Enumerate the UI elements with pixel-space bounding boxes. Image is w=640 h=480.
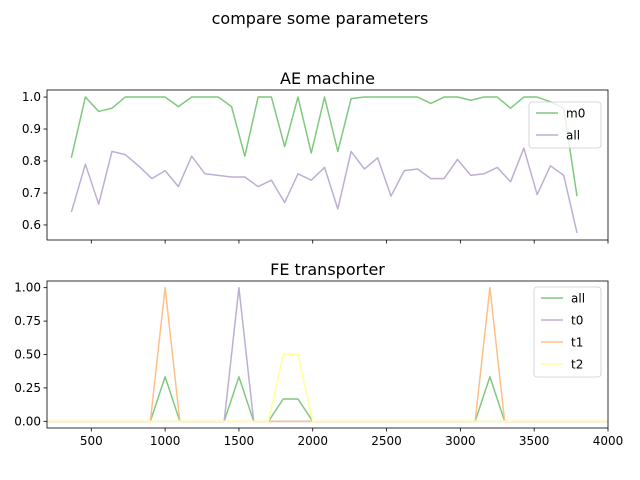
y-tick-label: 0.6 — [22, 218, 41, 232]
series-line-all — [70, 147, 578, 234]
x-tick-label: 1500 — [224, 434, 255, 448]
x-tick-label: 2000 — [297, 434, 328, 448]
y-tick-label: 0.75 — [14, 314, 41, 328]
legend-label-m0: m0 — [566, 107, 585, 121]
axes-title-ae-machine: AE machine — [280, 69, 375, 88]
legend-label-t2: t2 — [571, 358, 583, 372]
panel-ae-machine: AE machine 0.6 0.7 0.8 0.9 1.0 m0 all — [22, 69, 609, 244]
y-tick-label: 0.8 — [22, 154, 41, 168]
legend-label-all: all — [571, 292, 585, 306]
y-tick-label: 0.50 — [14, 348, 41, 362]
legend-fe-transporter: all t0 t1 t2 — [533, 286, 602, 378]
x-tick-label: 4000 — [593, 434, 624, 448]
x-tick-label: 1000 — [150, 434, 181, 448]
x-tick-label: 3000 — [445, 434, 476, 448]
legend-ae-machine: m0 all — [528, 101, 602, 149]
x-tick-label: 2500 — [371, 434, 402, 448]
axes-frame-ae-machine — [46, 89, 609, 241]
y-tick-label: 1.00 — [14, 281, 41, 295]
y-tick-label: 1.0 — [22, 90, 41, 104]
y-tick-label: 0.9 — [22, 122, 41, 136]
x-tick-label: 3500 — [519, 434, 550, 448]
legend-label-all: all — [566, 129, 580, 143]
figure-suptitle: compare some parameters — [212, 9, 429, 28]
y-tick-label: 0.00 — [14, 414, 41, 428]
legend-box — [528, 101, 602, 149]
legend-label-t0: t0 — [571, 314, 583, 328]
axes-title-fe-transporter: FE transporter — [270, 260, 385, 279]
x-tick-label: 500 — [80, 434, 103, 448]
series-line-t2 — [47, 353, 608, 423]
legend-box — [533, 286, 602, 378]
panel-fe-transporter: FE transporter 0.00 0.25 0.50 0.75 1.00 500 100… — [14, 260, 623, 448]
series-line-m0 — [70, 96, 578, 197]
y-tick-label: 0.7 — [22, 186, 41, 200]
legend-label-t1: t1 — [571, 336, 583, 350]
y-tick-label: 0.25 — [14, 381, 41, 395]
